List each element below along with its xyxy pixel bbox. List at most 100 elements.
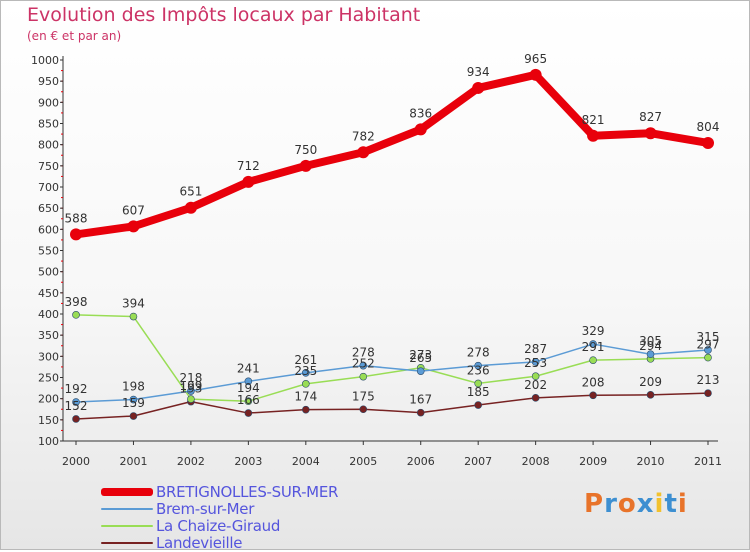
- data-label: 261: [294, 353, 317, 367]
- x-tick-label: 2009: [579, 455, 607, 468]
- y-tick-label: 100: [38, 435, 59, 448]
- data-label: 278: [467, 346, 490, 360]
- x-tick-label: 2002: [177, 455, 205, 468]
- legend-label: La Chaize-Giraud: [156, 516, 281, 535]
- y-tick-label: 300: [38, 350, 59, 363]
- data-point: [646, 391, 655, 399]
- chart-title: Evolution des Impôts locaux par Habitant: [27, 4, 421, 26]
- x-tick-label: 2003: [234, 455, 262, 468]
- data-label: 804: [697, 120, 720, 134]
- data-point: [299, 159, 312, 172]
- data-label: 287: [524, 342, 547, 356]
- data-label: 159: [122, 396, 145, 410]
- data-label: 297: [697, 338, 720, 352]
- data-label: 965: [524, 52, 547, 66]
- logo-letter: i: [654, 489, 665, 519]
- data-label: 294: [639, 339, 662, 353]
- chart-subtitle: (en € et par an): [27, 29, 122, 43]
- data-point: [184, 201, 197, 214]
- logo-letter: r: [604, 489, 618, 519]
- data-point: [589, 356, 597, 364]
- data-point: [589, 340, 597, 348]
- y-tick-label: 1000: [31, 54, 59, 67]
- data-label: 315: [697, 330, 720, 344]
- data-point: [129, 412, 138, 420]
- data-point: [531, 394, 540, 402]
- data-point: [357, 146, 370, 159]
- data-label: 241: [237, 361, 260, 375]
- y-tick-label: 800: [38, 139, 59, 152]
- data-label: 174: [294, 390, 317, 404]
- data-point: [414, 123, 427, 136]
- data-label: 192: [65, 382, 88, 396]
- data-point: [72, 398, 80, 406]
- data-point: [702, 136, 714, 149]
- y-tick-label: 200: [38, 393, 59, 406]
- data-label: 194: [237, 381, 260, 395]
- data-label: 235: [294, 364, 317, 378]
- y-tick-label: 450: [38, 287, 59, 300]
- data-label: 836: [409, 106, 432, 120]
- legend-swatch: [101, 541, 153, 544]
- data-point: [474, 361, 482, 370]
- data-label: 166: [237, 393, 260, 407]
- x-tick-label: 2011: [694, 455, 722, 468]
- data-label: 305: [639, 334, 662, 348]
- data-label: 934: [467, 65, 490, 79]
- data-point: [187, 395, 195, 403]
- data-point: [704, 346, 712, 354]
- x-tick-label: 2007: [464, 455, 492, 468]
- logo-letter: i: [677, 489, 688, 519]
- data-point: [472, 81, 485, 94]
- data-point: [244, 409, 253, 417]
- data-point: [129, 395, 138, 404]
- data-label: 651: [179, 185, 202, 199]
- data-label: 152: [65, 399, 88, 413]
- y-tick-label: 950: [38, 75, 59, 88]
- legend-label: BRETIGNOLLES-SUR-MER: [156, 482, 339, 501]
- logo-letter: x: [636, 489, 655, 519]
- y-tick-label: 900: [38, 96, 59, 109]
- data-label: 394: [122, 297, 145, 311]
- legend-label: Landevieille: [156, 533, 243, 552]
- data-point: [474, 379, 482, 388]
- data-label: 218: [179, 371, 202, 385]
- data-point: [244, 397, 253, 406]
- y-tick-label: 850: [38, 118, 59, 131]
- data-point: [531, 358, 540, 366]
- y-tick-label: 700: [38, 181, 59, 194]
- data-point: [359, 405, 368, 414]
- data-point: [644, 127, 657, 140]
- y-tick-label: 250: [38, 372, 59, 385]
- logo-letter: P: [584, 489, 605, 519]
- y-tick-label: 500: [38, 266, 59, 279]
- data-point: [529, 68, 542, 81]
- y-tick-label: 650: [38, 202, 59, 215]
- data-point: [416, 408, 425, 417]
- data-label: 291: [582, 340, 605, 354]
- data-point: [72, 415, 80, 423]
- data-label: 213: [697, 373, 720, 387]
- legend-item: Landevieille: [101, 533, 338, 552]
- data-label: 253: [524, 356, 547, 370]
- data-label: 329: [582, 324, 605, 338]
- x-tick-label: 2008: [522, 455, 550, 468]
- data-label: 185: [467, 385, 490, 399]
- x-tick-label: 2005: [349, 455, 377, 468]
- data-label: 236: [467, 363, 490, 377]
- data-label: 398: [65, 295, 88, 309]
- proxiti-logo: Proxiti: [584, 489, 688, 519]
- data-point: [359, 372, 368, 381]
- data-point: [302, 380, 310, 388]
- data-point: [242, 175, 255, 188]
- x-tick-label: 2010: [637, 455, 665, 468]
- data-point: [127, 220, 140, 233]
- y-tick-label: 350: [38, 329, 59, 342]
- data-point: [359, 361, 368, 370]
- y-tick-label: 600: [38, 223, 59, 236]
- data-point: [187, 387, 195, 395]
- series-line-1: [75, 343, 709, 403]
- data-point: [244, 377, 253, 386]
